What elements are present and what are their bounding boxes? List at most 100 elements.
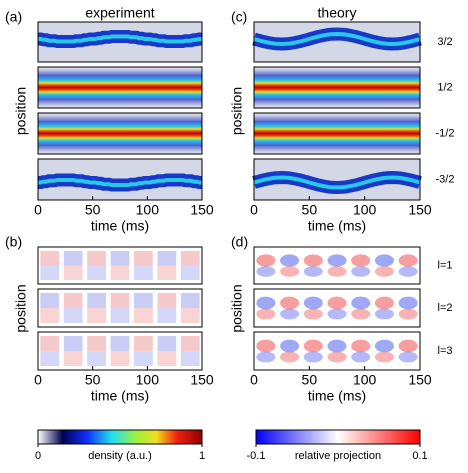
projection-patch [63,293,83,308]
projection-patch [303,308,323,320]
x-tick-label: 0 [250,372,258,388]
x-tick-label: 50 [85,372,101,388]
x-tick-label: 100 [353,372,377,388]
projection-patch [40,308,60,323]
projection-patch [351,351,371,363]
colorbar [255,429,421,445]
colorbar [37,429,203,445]
strip-frame [37,112,203,155]
projection-patch [256,339,276,353]
projection-patch [63,336,83,351]
projection-patch [87,351,106,366]
panel-title: experiment [85,5,154,21]
strip-frame [37,66,203,109]
projection-patch [63,251,83,266]
x-tick-label: 100 [136,202,160,218]
projection-patch [157,293,177,308]
colorbar-label: density (a.u.) [88,450,152,462]
projection-patch [256,254,276,267]
projection-patch [303,339,323,353]
x-tick-label: 100 [136,372,160,388]
projection-patch [280,266,300,277]
projection-patch [87,308,106,323]
projection-patch [40,265,60,280]
projection-patch [40,351,60,366]
x-axis-label: time (ms) [308,218,366,234]
x-axis-label: time (ms) [91,218,149,234]
projection-patch [351,339,371,353]
projection-patch [351,296,371,310]
strip-frame [37,21,203,63]
row-label: l=2 [438,302,453,314]
y-axis-label: position [229,87,245,135]
strip-frame [37,246,203,285]
strip-frame [37,158,203,201]
projection-patch [280,351,300,363]
panel-label: (b) [5,234,22,250]
projection-patch [398,351,418,363]
projection-patch [398,308,418,320]
projection-patch [157,336,177,351]
projection-patch [327,339,347,353]
panel-label: (a) [5,9,22,25]
projection-patch [374,296,394,310]
strip-frame [253,246,421,285]
x-tick-label: 50 [85,202,101,218]
heatmap-strip [38,289,202,327]
strip-frame [253,66,421,109]
projection-patch [40,293,60,308]
projection-patch [327,254,347,267]
strip-frame [253,21,421,63]
row-label: -1/2 [436,127,455,139]
projection-patch [303,254,323,267]
projection-patch [374,266,394,277]
x-axis-label: time (ms) [91,388,149,404]
projection-patch [110,293,130,308]
projection-patch [134,336,153,351]
projection-patch [351,308,371,320]
projection-patch [180,351,200,366]
projection-patch [134,351,153,366]
projection-patch [157,251,177,266]
projection-patch [157,308,177,323]
panel-label: (c) [231,9,247,25]
y-axis-label: position [229,284,245,332]
colorbar-tick-label: 0 [35,450,41,462]
x-tick-label: 0 [34,372,42,388]
row-label: l=3 [438,345,453,357]
projection-patch [63,351,83,366]
y-axis-label: position [13,87,29,135]
panel-title: theory [318,5,357,21]
projection-patch [110,308,130,323]
heatmap-strip [38,332,202,370]
density-core [253,31,421,47]
projection-patch [280,308,300,320]
row-label: l=1 [438,259,453,271]
strip-frame [253,288,421,328]
projection-patch [280,254,300,267]
y-axis-label: position [13,284,29,332]
projection-patch [110,251,130,266]
projection-patch [327,351,347,363]
projection-patch [110,351,130,366]
projection-patch [180,336,200,351]
x-tick-label: 150 [408,202,432,218]
projection-patch [157,265,177,280]
density-band [254,115,420,152]
projection-patch [398,296,418,310]
density-core [38,178,202,187]
projection-patch [180,308,200,323]
x-tick-label: 100 [353,202,377,218]
projection-patch [374,308,394,320]
x-tick-label: 0 [250,202,258,218]
projection-patch [40,336,60,351]
colorbar-tick-label: 1 [199,450,205,462]
colorbar-tick-label: 0.1 [412,450,427,462]
strip-frame [253,112,421,155]
projection-patch [180,251,200,266]
projection-patch [180,265,200,280]
density-band [254,69,420,106]
row-label: 1/2 [437,81,452,93]
colorbar-tick-label: -0.1 [247,450,266,462]
